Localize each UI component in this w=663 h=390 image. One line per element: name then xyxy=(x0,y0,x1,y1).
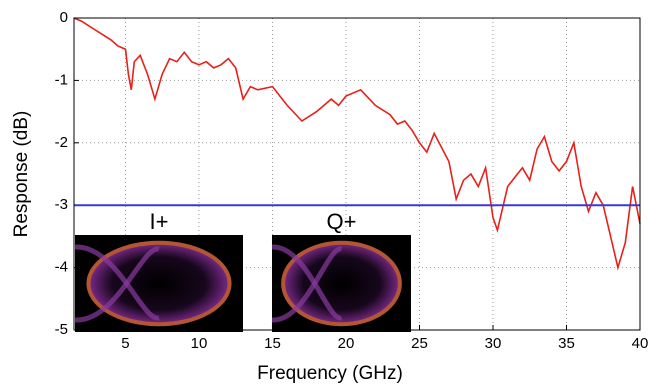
y-tick-label: 0 xyxy=(60,9,68,26)
x-tick-label: 30 xyxy=(485,335,502,352)
chart: Frequency (GHz) Response (dB) 5 10 15 20 25 3… xyxy=(0,0,663,385)
x-tick-label: 40 xyxy=(632,335,649,352)
eye-opening xyxy=(88,243,229,324)
x-tick-label: 5 xyxy=(121,335,129,352)
x-tick-label: 10 xyxy=(191,335,208,352)
x-tick-label: 15 xyxy=(264,335,281,352)
y-axis-label: Response (dB) xyxy=(11,111,32,238)
inset-label: Q+ xyxy=(327,209,357,234)
y-tick-label: -1 xyxy=(55,71,68,88)
inset-label: I+ xyxy=(150,209,169,234)
y-tick-label: -4 xyxy=(55,259,68,276)
eye-opening xyxy=(283,243,400,324)
x-tick-label: 35 xyxy=(558,335,575,352)
x-tick-label: 25 xyxy=(411,335,428,352)
y-tick-label: -5 xyxy=(55,321,68,338)
x-axis-label: Frequency (GHz) xyxy=(257,363,403,384)
x-tick-label: 20 xyxy=(338,335,355,352)
y-tick-label: -2 xyxy=(55,134,68,151)
y-tick-label: -3 xyxy=(55,196,68,213)
